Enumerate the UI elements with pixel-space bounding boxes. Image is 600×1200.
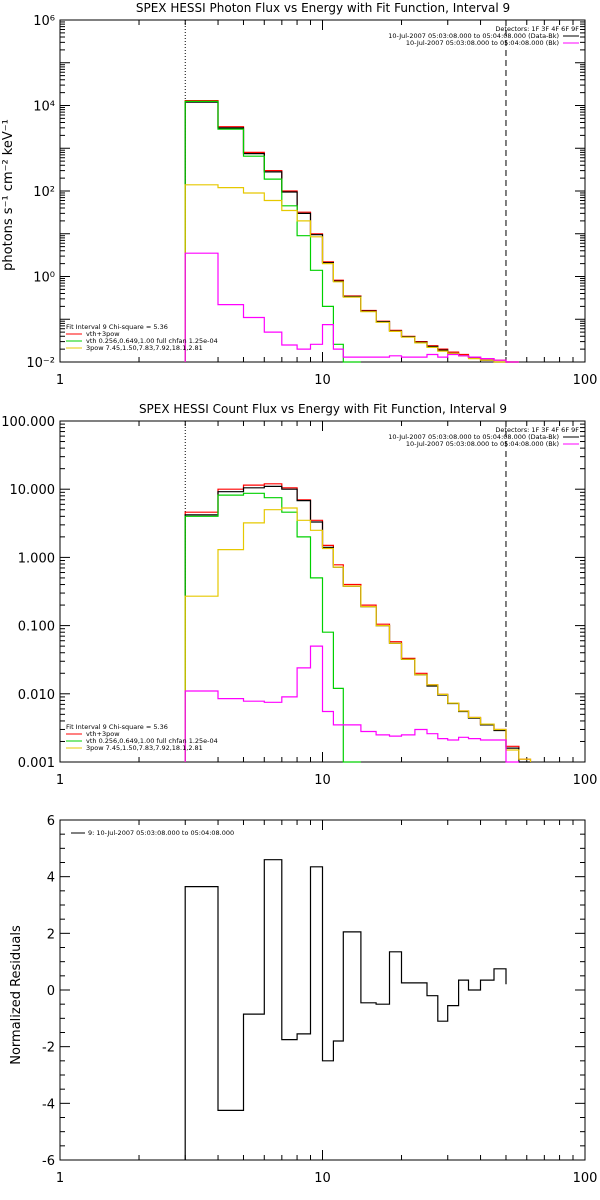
y-tick-label: 10²	[33, 185, 55, 200]
y-tick-label: 10⁶	[33, 14, 55, 29]
x-tick-label: 1	[56, 773, 64, 788]
fit-legend-header: Fit Interval 9 Chi-square = 5.36	[66, 323, 168, 331]
x-tick-label: 100	[573, 773, 598, 788]
y-tick-label: 10⁴	[33, 100, 55, 115]
series-line-3	[184, 184, 519, 363]
series-line-2	[184, 100, 361, 363]
fit-legend-label: 3pow 7.45,1.50,7.83,7.92,18.1,2.81	[86, 744, 203, 752]
detectors-label: Detectors: 1F 3F 4F 6F 9F	[495, 426, 579, 434]
y-tick-label: 10⁻²	[26, 356, 55, 371]
y-tick-label: 4	[47, 871, 55, 886]
fit-legend-label: vth 0.256,0.649,1.00 full chfan 1.25e-04	[86, 737, 218, 745]
series-line-4	[184, 645, 519, 763]
series-line-1	[184, 101, 519, 363]
y-tick-label: 0.010	[18, 688, 55, 703]
time-range-label: 10-Jul-2007 05:03:08.000 to 05:04:08.000…	[406, 39, 559, 47]
series-line-3	[184, 507, 532, 762]
photon-flux-ylabel: photons s⁻¹ cm⁻² keV⁻¹	[1, 119, 16, 271]
series-line-1	[184, 485, 531, 763]
count-flux-title: SPEX HESSI Count Flux vs Energy with Fit…	[139, 402, 507, 416]
residuals-legend-label: 9: 10-Jul-2007 05:03:08.000 to 05:04:08.…	[88, 829, 234, 837]
y-tick-label: 0	[47, 984, 55, 999]
photon-flux-panel: SPEX HESSI Photon Flux vs Energy with Fi…	[1, 1, 597, 388]
residuals-panel: Normalized Residuals 9: 10-Jul-2007 05:0…	[9, 814, 597, 1186]
x-tick-label: 100	[573, 1171, 598, 1186]
series-line-4	[184, 252, 519, 363]
series-line-0	[184, 483, 532, 762]
series-line-0	[184, 100, 519, 363]
y-tick-label: 6	[47, 814, 55, 829]
count-flux-panel: SPEX HESSI Count Flux vs Energy with Fit…	[1, 402, 597, 788]
y-tick-label: 0.001	[18, 756, 55, 771]
x-tick-label: 10	[314, 373, 331, 388]
x-tick-label: 10	[314, 773, 331, 788]
series-line-2	[184, 492, 361, 763]
x-tick-label: 100	[573, 373, 598, 388]
x-tick-label: 1	[56, 373, 64, 388]
y-tick-label: 1.000	[18, 551, 55, 566]
y-tick-label: 0.100	[18, 620, 55, 635]
y-tick-label: 2	[47, 927, 55, 942]
series-line-0	[184, 859, 507, 1160]
fit-legend-label: vth+3pow	[86, 330, 120, 338]
photon-flux-title: SPEX HESSI Photon Flux vs Energy with Fi…	[136, 1, 510, 15]
time-range-label: 10-Jul-2007 05:03:08.000 to 05:04:08.000…	[406, 440, 559, 448]
detectors-label: Detectors: 1F 3F 4F 6F 9F	[495, 25, 579, 33]
x-tick-label: 1	[56, 1171, 64, 1186]
fit-legend-label: 3pow 7.45,1.50,7.83,7.92,18.1,2.81	[86, 344, 203, 352]
y-tick-label: -6	[42, 1154, 55, 1169]
fit-legend-header: Fit Interval 9 Chi-square = 5.36	[66, 723, 168, 731]
y-tick-label: -4	[42, 1097, 55, 1112]
x-tick-label: 10	[314, 1171, 331, 1186]
y-tick-label: 10.000	[10, 483, 56, 498]
fit-legend-label: vth 0.256,0.649,1.00 full chfan 1.25e-04	[86, 337, 218, 345]
y-tick-label: -2	[42, 1041, 55, 1056]
time-range-label: 10-Jul-2007 05:03:08.000 to 05:04:08.000…	[388, 433, 559, 441]
y-tick-label: 10⁰	[33, 271, 55, 286]
residuals-ylabel: Normalized Residuals	[9, 925, 24, 1065]
y-tick-label: 100.000	[1, 415, 55, 430]
fit-legend-label: vth+3pow	[86, 730, 120, 738]
time-range-label: 10-Jul-2007 05:03:08.000 to 05:04:08.000…	[388, 32, 559, 40]
